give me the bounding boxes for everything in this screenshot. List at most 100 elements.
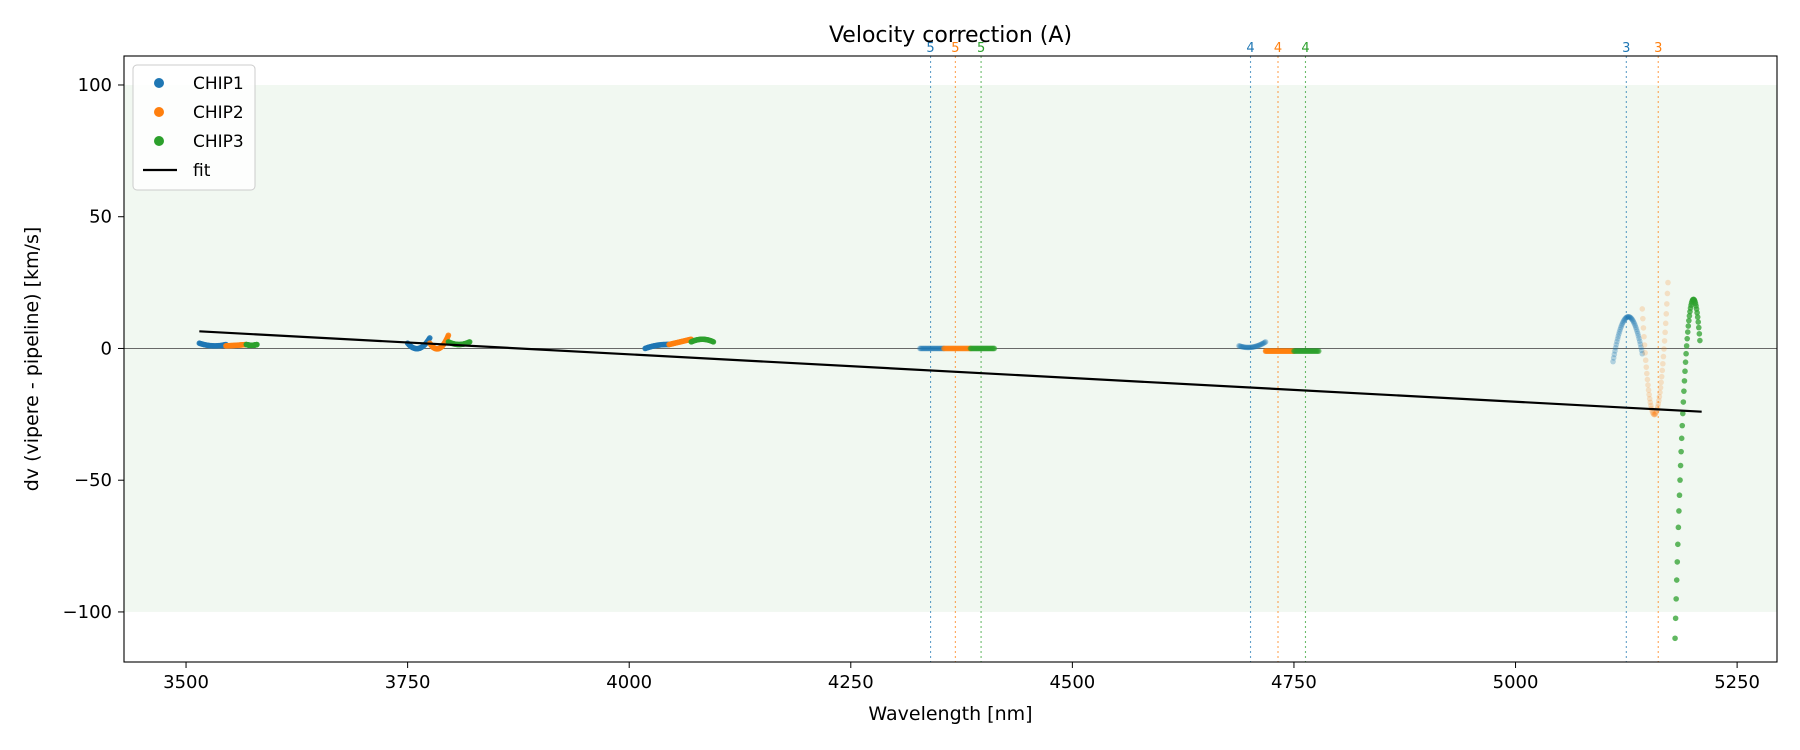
segment-chip3-8 [688,336,717,345]
data-point [1644,370,1650,377]
segment-chip1-12 [1236,339,1269,351]
data-point [1262,339,1269,345]
data-point [920,345,927,352]
data-point [931,345,938,352]
data-point [1663,311,1670,317]
data-point [1662,329,1668,336]
data-point [1241,344,1248,350]
data-point [928,345,935,352]
order-marker-label-3: 4 [1246,41,1254,56]
data-point [1686,317,1692,324]
data-point [1683,343,1690,349]
order-marker-label-2: 5 [977,41,985,56]
data-point [1655,401,1662,407]
y-tick-label-0: −100 [63,602,112,623]
data-point [1676,492,1683,499]
data-point [919,345,926,352]
data-point [1260,340,1266,347]
x-tick-label-1: 3750 [385,672,431,693]
data-point [1661,346,1667,352]
y-axis-title: dv (vipere - pipeline) [km/s] [21,227,43,492]
data-point [1260,340,1267,346]
data-point [917,345,924,352]
data-point [1639,306,1646,312]
data-point [1240,344,1247,350]
data-point [1617,326,1623,333]
data-point [1624,314,1631,320]
data-point [929,345,936,352]
data-point [930,345,936,352]
data-point [921,345,927,352]
data-point [426,335,433,341]
data-point [1649,409,1656,416]
data-point [1236,343,1242,349]
data-point [1618,322,1625,329]
data-point [1677,477,1683,483]
data-point [254,341,260,348]
data-point [1247,344,1253,351]
segment-chip3-17 [1672,296,1703,642]
data-point [936,345,943,352]
data-point [1673,577,1680,583]
data-point [1642,357,1649,364]
data-point [1684,335,1691,342]
data-point [1652,411,1658,418]
legend-marker-chip1 [154,78,164,88]
data-point [923,345,930,352]
data-point [1632,322,1638,329]
data-point [1639,350,1646,357]
segment-chip2-10 [941,345,974,352]
data-point [1631,319,1637,326]
data-point [1646,395,1653,402]
data-point [1625,313,1632,320]
data-point [1650,411,1657,418]
legend-marker-chip2 [154,107,164,117]
segment-chip2-1 [223,341,250,349]
data-point [1619,319,1626,326]
data-point [1616,331,1622,337]
data-point [1258,341,1264,348]
data-point [1251,343,1258,350]
data-point [1237,343,1243,349]
data-point [1661,338,1668,344]
data-point [936,345,942,352]
data-point [932,345,939,352]
data-point [1620,318,1627,325]
x-tick-label-0: 3500 [163,672,209,693]
data-point [1632,324,1639,331]
data-point [991,345,998,352]
order-marker-label-5: 4 [1301,41,1309,56]
data-point [1239,344,1246,350]
data-point [1635,333,1642,339]
legend-marker-chip3 [154,136,164,146]
fit-line [199,330,1702,413]
chart-title: Velocity correction (A) [829,23,1072,48]
data-point [1695,319,1702,325]
data-point [1646,391,1652,398]
data-point [1610,355,1617,361]
plot-frame [123,55,1778,663]
data-point [1642,350,1648,356]
data-point [1621,317,1627,324]
data-point [925,345,931,352]
data-point [1636,338,1643,345]
data-point [1631,321,1638,327]
data-point [1650,410,1656,417]
data-point [1625,313,1631,320]
data-point [1615,333,1622,340]
data-point [1643,364,1650,370]
legend-label-chip2: CHIP2 [193,103,244,123]
data-point [927,345,933,352]
data-point [1648,402,1654,409]
data-point [1652,411,1659,417]
data-point [1657,384,1664,391]
data-point [1623,314,1630,321]
x-tick-label-7: 5250 [1714,672,1760,693]
data-point [1678,435,1685,442]
data-point [1619,321,1625,327]
data-point [1254,343,1261,349]
data-point [935,345,941,352]
data-point [466,339,473,345]
data-point [1257,342,1263,348]
data-point [1645,387,1652,393]
